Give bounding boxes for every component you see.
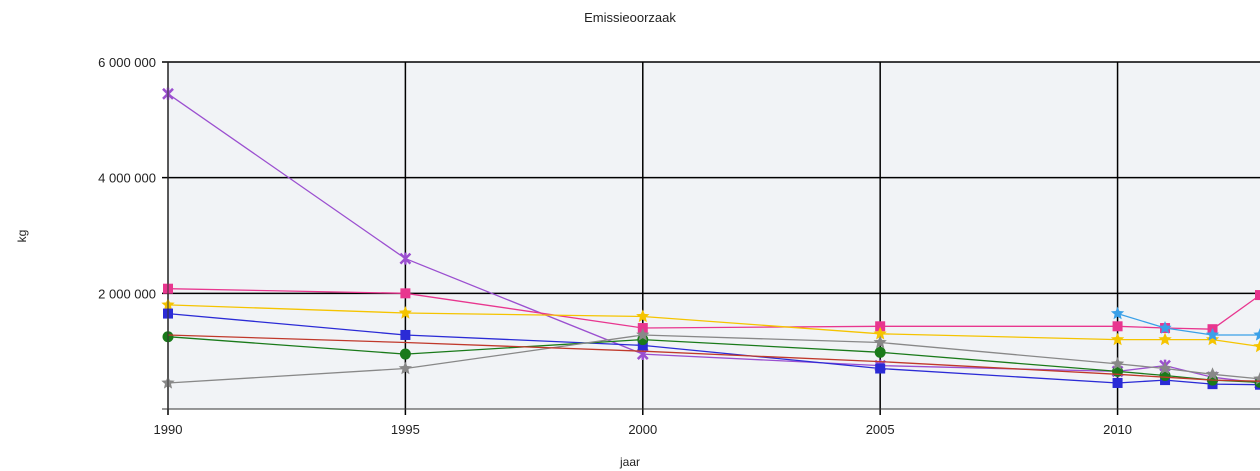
data-point bbox=[1112, 377, 1123, 388]
x-axis-label: jaar bbox=[619, 455, 640, 469]
data-point bbox=[636, 309, 650, 323]
x-tick-label: 1995 bbox=[391, 422, 420, 437]
data-point bbox=[1205, 328, 1220, 341]
data-point bbox=[1255, 290, 1260, 301]
grid bbox=[162, 61, 1260, 415]
x-tick-label: 1990 bbox=[154, 422, 183, 437]
data-point bbox=[400, 288, 411, 299]
data-point bbox=[398, 361, 412, 375]
series-layer bbox=[161, 87, 1260, 390]
data-point bbox=[874, 346, 886, 358]
axes: 1990 1995 2000 2005 2010 2 000 000 4 000 000 6 … bbox=[98, 55, 1260, 437]
series-line-5 bbox=[167, 334, 1260, 384]
series-line-1 bbox=[167, 288, 1260, 330]
data-point bbox=[1158, 332, 1172, 346]
data-point bbox=[1205, 367, 1220, 380]
data-point bbox=[873, 326, 887, 340]
x-tick-label: 2000 bbox=[628, 422, 657, 437]
data-point bbox=[400, 329, 411, 340]
data-point bbox=[1158, 321, 1172, 334]
data-point bbox=[1110, 332, 1125, 346]
data-point bbox=[637, 340, 648, 351]
series-line-3 bbox=[167, 312, 1260, 386]
series-line-2 bbox=[167, 304, 1260, 348]
data-point bbox=[1253, 339, 1260, 353]
chart-title: Emissieoorzaak bbox=[584, 10, 676, 25]
data-point bbox=[875, 363, 886, 374]
data-point bbox=[1158, 361, 1172, 375]
data-point bbox=[1110, 306, 1125, 320]
data-point bbox=[398, 306, 412, 319]
series-line-7 bbox=[1117, 312, 1260, 336]
data-point bbox=[399, 348, 411, 360]
plot-area bbox=[168, 62, 1260, 409]
x-tick-label: 2010 bbox=[1103, 422, 1132, 437]
data-point bbox=[637, 323, 648, 334]
data-point bbox=[1205, 332, 1220, 346]
x-tick-label: 2005 bbox=[866, 422, 895, 437]
series-line-6 bbox=[167, 334, 1260, 382]
data-point bbox=[875, 321, 886, 332]
y-tick-label: 2 000 000 bbox=[98, 286, 156, 301]
data-point bbox=[1112, 321, 1123, 332]
data-point bbox=[399, 252, 412, 265]
y-tick-label: 4 000 000 bbox=[98, 171, 156, 186]
y-axis-label: kg bbox=[15, 230, 29, 243]
data-point bbox=[873, 335, 887, 349]
data-point bbox=[1112, 365, 1124, 377]
data-point bbox=[1253, 328, 1260, 341]
y-tick-label: 6 000 000 bbox=[98, 55, 156, 70]
data-point bbox=[636, 328, 650, 341]
data-point bbox=[1110, 356, 1125, 370]
